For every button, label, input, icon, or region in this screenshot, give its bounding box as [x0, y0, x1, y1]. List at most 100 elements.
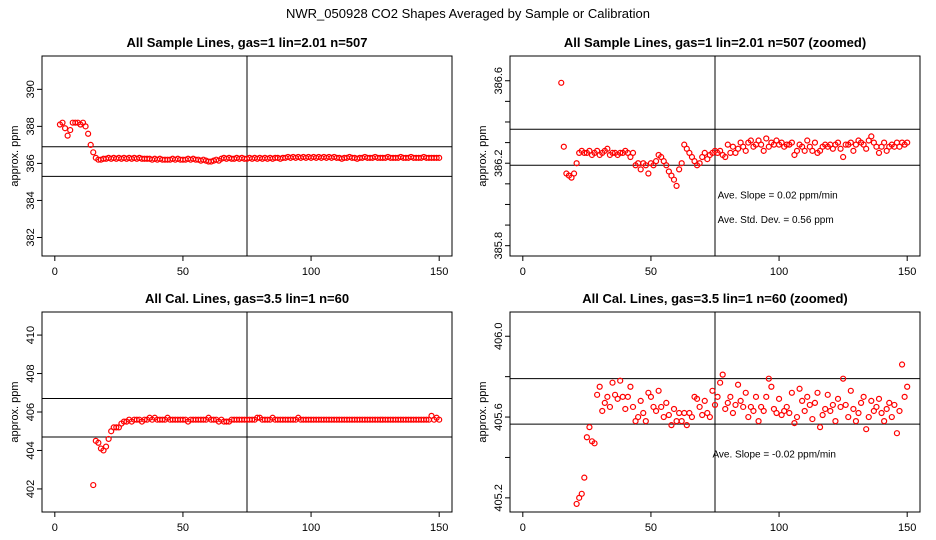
data-point [796, 385, 803, 392]
panel-title: All Cal. Lines, gas=3.5 lin=1 n=60 [145, 291, 349, 306]
data-point [673, 417, 680, 425]
data-point [734, 381, 742, 388]
data-point [601, 399, 608, 407]
data-point [783, 141, 790, 148]
data-point [758, 141, 765, 148]
data-point [819, 411, 826, 419]
data-point [570, 170, 578, 177]
data-point [834, 395, 842, 402]
data-series [573, 361, 911, 508]
x-tick-label: 0 [52, 522, 58, 534]
data-point [873, 143, 880, 150]
data-point [637, 397, 644, 404]
y-tick-label: 405.2 [493, 484, 505, 512]
x-tick-label: 150 [898, 522, 916, 534]
y-tick-label: 406 [25, 403, 37, 421]
data-point [681, 409, 688, 417]
data-point [837, 145, 844, 152]
data-point [868, 133, 875, 140]
data-point [742, 147, 749, 154]
data-point [629, 149, 637, 157]
plot-panels: All Sample Lines, gas=1 lin=2.01 n=507 0 5… [9, 35, 921, 534]
data-point [717, 379, 724, 386]
data-point [645, 170, 652, 177]
x-tick-label: 0 [52, 266, 58, 278]
data-point [72, 119, 79, 126]
data-point [436, 416, 443, 423]
data-point [61, 125, 69, 132]
y-tick-label: 386.2 [493, 149, 505, 177]
data-point [609, 149, 616, 157]
data-point [701, 149, 708, 157]
data-point [673, 182, 680, 189]
data-point [811, 139, 819, 146]
data-point [604, 145, 611, 152]
data-point [670, 405, 678, 413]
data-point [811, 399, 819, 407]
data-series [90, 412, 443, 489]
data-point [893, 430, 901, 437]
data-point [120, 418, 128, 425]
data-point [847, 139, 854, 146]
data-point [896, 407, 903, 415]
data-point [102, 443, 110, 450]
data-point [740, 403, 747, 411]
data-point [660, 413, 667, 421]
data-point [699, 411, 706, 419]
data-point [179, 416, 187, 423]
data-point [832, 417, 839, 425]
data-point [840, 153, 847, 161]
y-tick-label: 384 [25, 191, 37, 209]
data-point [791, 420, 798, 427]
data-point [619, 393, 626, 400]
data-point [90, 481, 97, 489]
data-point [637, 166, 644, 173]
x-tick-label: 100 [302, 522, 320, 534]
data-point [799, 397, 806, 404]
data-point [850, 147, 857, 154]
data-point [678, 417, 685, 425]
data-point [604, 393, 611, 400]
data-point [742, 389, 749, 396]
data-point [873, 403, 880, 411]
data-point [696, 403, 703, 411]
data-point [891, 401, 898, 409]
data-point [788, 139, 795, 146]
y-tick-label: 405.6 [493, 403, 505, 431]
data-point [264, 416, 271, 423]
data-point [711, 401, 719, 409]
data-point [834, 139, 842, 146]
data-point [752, 393, 760, 400]
data-point [693, 395, 701, 402]
annotation: Ave. Slope = 0.02 ppm/min [718, 190, 838, 201]
data-point [747, 137, 754, 144]
data-point [719, 371, 726, 378]
data-point [847, 387, 854, 394]
data-point [868, 397, 875, 404]
data-point [804, 137, 811, 144]
data-point [624, 393, 631, 400]
data-point [596, 383, 603, 390]
data-point [904, 383, 911, 390]
y-tick-label: 388 [25, 117, 37, 135]
data-point [59, 119, 66, 126]
x-tick-label: 100 [770, 266, 788, 278]
x-tick-label: 150 [898, 266, 916, 278]
data-point [729, 409, 737, 417]
data-point [724, 141, 731, 148]
y-axis-label: approx. ppm [477, 125, 489, 186]
data-point [883, 405, 890, 413]
data-point [763, 393, 770, 400]
data-point [640, 409, 647, 417]
x-tick-label: 100 [302, 266, 320, 278]
data-point [647, 393, 655, 400]
data-point [223, 418, 230, 425]
y-axis-label: approx. ppm [9, 125, 21, 186]
data-point [423, 416, 430, 423]
y-tick-label: 410 [25, 326, 37, 344]
data-point [837, 403, 844, 411]
x-tick-label: 50 [645, 522, 657, 534]
data-point [668, 422, 675, 429]
data-point [793, 413, 801, 421]
data-point [658, 403, 665, 411]
